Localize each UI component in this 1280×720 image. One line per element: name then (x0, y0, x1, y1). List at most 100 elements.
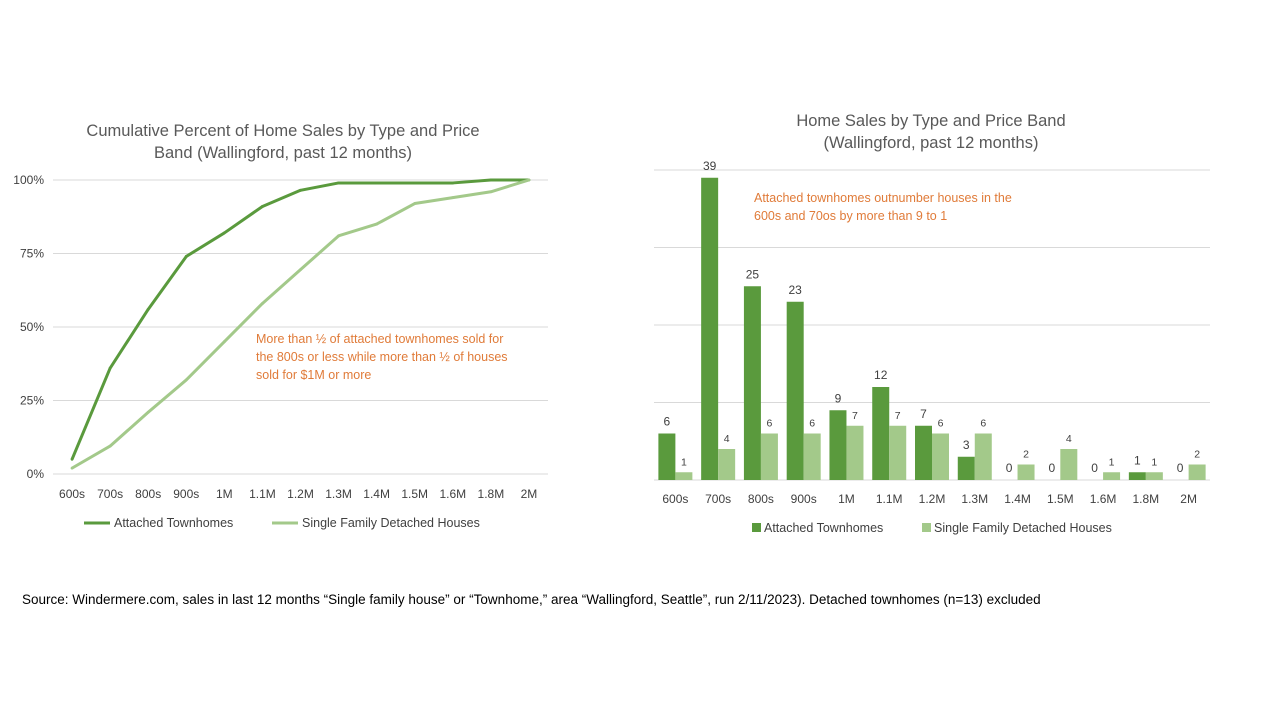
data-label: 3 (963, 438, 970, 452)
x-tick-label: 900s (791, 492, 817, 506)
data-point (146, 410, 150, 414)
data-point (70, 466, 74, 470)
x-tick-label: 1.1M (876, 492, 903, 506)
source-note: Source: Windermere.com, sales in last 12… (22, 592, 1041, 607)
bar-attached (658, 433, 676, 480)
data-point (375, 222, 379, 226)
x-tick-label: 1M (216, 487, 233, 501)
data-point (184, 255, 188, 258)
y-tick-label: 75% (20, 247, 44, 261)
bar-detached (803, 433, 821, 480)
bar-attached (829, 410, 847, 480)
bar-attached (786, 301, 804, 480)
data-label: 7 (920, 407, 927, 421)
data-point (184, 378, 188, 382)
y-tick-label: 50% (20, 320, 44, 334)
x-tick-label: 1.4M (363, 487, 390, 501)
data-point (70, 457, 74, 461)
data-label: 1 (1134, 453, 1141, 467)
x-tick-label: 1.8M (1133, 492, 1160, 506)
chart-title: (Wallingford, past 12 months) (824, 134, 1039, 152)
bar-attached (743, 286, 761, 480)
data-point (413, 202, 417, 205)
legend-label: Attached Townhomes (764, 521, 883, 535)
data-point (413, 181, 417, 185)
x-tick-label: 1.6M (439, 487, 466, 501)
x-tick-label: 2M (1180, 492, 1197, 506)
x-tick-label: 1.2M (287, 487, 314, 501)
data-label: 12 (874, 368, 888, 382)
data-point (451, 196, 455, 200)
bar-attached (957, 456, 975, 480)
series-line-detached (71, 178, 530, 470)
legend-label: Single Family Detached Houses (302, 516, 480, 530)
data-label: 6 (664, 415, 671, 429)
bar-detached (1017, 464, 1035, 480)
x-tick-label: 1.1M (249, 487, 276, 501)
data-point (108, 444, 112, 448)
data-label: 9 (835, 391, 842, 405)
legend-swatch (922, 523, 931, 532)
x-tick-label: 1.3M (961, 492, 988, 506)
x-tick-label: 1M (838, 492, 855, 506)
x-tick-label: 800s (748, 492, 774, 506)
cumulative-line-chart: Cumulative Percent of Home Sales by Type… (13, 122, 548, 530)
chart-title: Band (Wallingford, past 12 months) (154, 144, 412, 162)
data-point (261, 302, 264, 305)
data-label: 0 (1091, 461, 1098, 475)
y-tick-label: 100% (13, 173, 44, 187)
data-point (527, 178, 531, 182)
x-tick-label: 1.8M (478, 487, 505, 501)
x-tick-label: 600s (59, 487, 85, 501)
data-point (489, 190, 493, 194)
data-point (489, 178, 493, 182)
data-label: 6 (809, 418, 815, 430)
bar-detached (760, 433, 778, 480)
bar-detached (718, 449, 736, 480)
bar-attached (701, 177, 719, 480)
bar-attached (872, 387, 890, 480)
y-tick-label: 25% (20, 394, 44, 408)
data-label: 2 (1194, 449, 1200, 461)
data-point (222, 340, 226, 344)
bar-detached (1103, 472, 1121, 480)
data-label: 4 (1066, 433, 1072, 445)
x-tick-label: 1.4M (1004, 492, 1031, 506)
x-tick-label: 1.3M (325, 487, 352, 501)
data-label: 4 (724, 433, 730, 445)
chart-title: Cumulative Percent of Home Sales by Type… (86, 122, 479, 140)
data-label: 1 (1151, 456, 1157, 468)
bar-attached (1128, 472, 1146, 480)
data-label: 6 (938, 418, 944, 430)
data-label: 6 (767, 418, 773, 430)
bar-attached (915, 425, 932, 480)
legend-swatch (752, 523, 761, 532)
data-label: 39 (703, 159, 717, 173)
x-tick-label: 1.6M (1090, 492, 1117, 506)
annotation-text: sold for $1M or more (256, 368, 371, 382)
y-tick-label: 0% (27, 467, 45, 481)
bar-detached (932, 433, 949, 480)
annotation-text: Attached townhomes outnumber houses in t… (754, 191, 1012, 205)
data-point (375, 181, 379, 185)
data-point (337, 234, 340, 238)
legend-label: Attached Townhomes (114, 516, 233, 530)
data-point (108, 366, 112, 370)
x-tick-label: 800s (135, 487, 161, 501)
x-tick-label: 900s (173, 487, 199, 501)
data-point (222, 231, 226, 235)
data-label: 6 (980, 418, 986, 430)
data-point (299, 268, 302, 272)
annotation-text: the 800s or less while more than ½ of ho… (256, 350, 508, 364)
bar-detached (1145, 472, 1163, 480)
data-label: 1 (1109, 456, 1115, 468)
data-point (337, 181, 340, 185)
data-label: 25 (746, 267, 760, 281)
data-label: 0 (1177, 461, 1184, 475)
bar-detached (1060, 449, 1078, 480)
legend-label: Single Family Detached Houses (934, 521, 1112, 535)
x-tick-label: 600s (662, 492, 688, 506)
data-label: 2 (1023, 449, 1029, 461)
x-tick-label: 700s (97, 487, 123, 501)
